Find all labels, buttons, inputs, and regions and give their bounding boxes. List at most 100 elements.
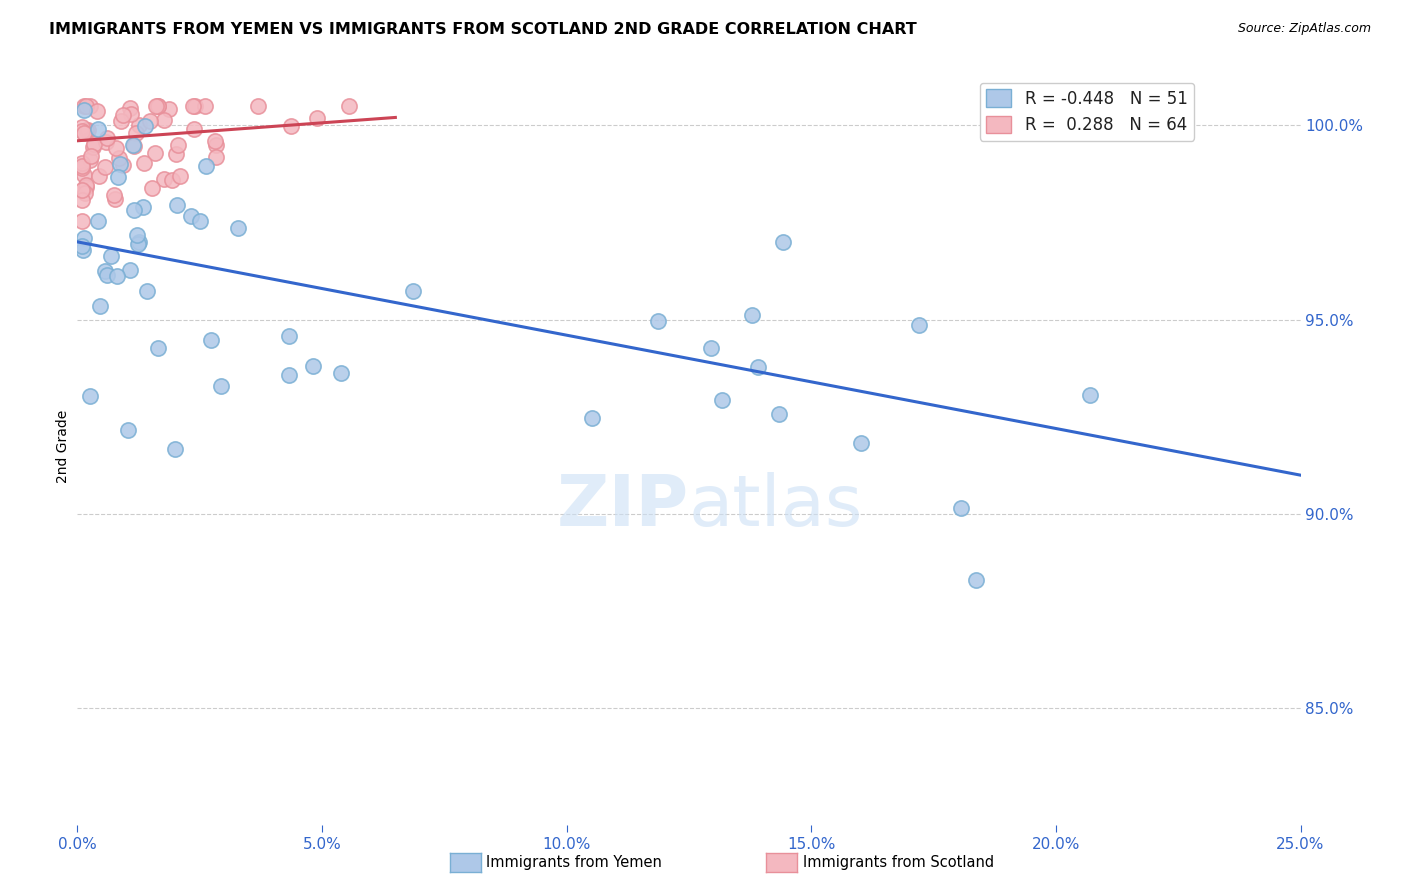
Point xyxy=(82,140,104,154)
Point xyxy=(112,158,135,172)
Point xyxy=(132,156,155,170)
Point xyxy=(157,103,180,117)
Point xyxy=(711,393,734,408)
Point xyxy=(128,235,150,249)
Point xyxy=(908,318,931,332)
Y-axis label: 2nd Grade: 2nd Grade xyxy=(56,409,70,483)
Point xyxy=(188,214,211,228)
Point xyxy=(699,342,721,356)
Point xyxy=(166,197,188,211)
Point xyxy=(70,124,93,138)
Point xyxy=(277,368,299,382)
Point xyxy=(124,203,146,218)
Point xyxy=(581,410,603,425)
Point xyxy=(183,122,205,136)
Point xyxy=(247,99,270,113)
Point xyxy=(73,231,96,245)
Point xyxy=(73,103,96,117)
Point xyxy=(73,168,96,182)
Point xyxy=(647,314,669,328)
Point xyxy=(146,341,169,355)
Point xyxy=(162,173,184,187)
Point xyxy=(79,389,101,403)
Point xyxy=(107,169,129,184)
Point xyxy=(280,119,302,133)
Point xyxy=(110,113,132,128)
Point xyxy=(96,268,118,283)
Point xyxy=(83,136,105,151)
Point xyxy=(89,299,111,313)
Point xyxy=(75,186,97,201)
Point xyxy=(141,181,163,195)
Point xyxy=(70,239,93,253)
Point xyxy=(204,134,226,148)
Point xyxy=(93,160,115,174)
Point xyxy=(108,157,131,171)
Point xyxy=(128,118,150,132)
Point xyxy=(200,334,222,348)
Point xyxy=(165,146,187,161)
Point xyxy=(195,159,218,173)
Point xyxy=(87,122,110,136)
Point xyxy=(146,99,169,113)
Point xyxy=(73,127,96,141)
Text: ZIP: ZIP xyxy=(557,472,689,541)
Point xyxy=(125,126,148,140)
Point xyxy=(153,113,176,128)
Point xyxy=(103,192,125,206)
Point xyxy=(134,119,156,133)
Point xyxy=(226,221,249,235)
Point xyxy=(768,407,790,421)
Point xyxy=(77,123,100,137)
Point xyxy=(205,138,228,153)
Point xyxy=(330,366,353,380)
Point xyxy=(79,153,101,167)
Text: atlas: atlas xyxy=(689,472,863,541)
Legend: R = -0.448   N = 51, R =  0.288   N = 64: R = -0.448 N = 51, R = 0.288 N = 64 xyxy=(980,83,1194,141)
Point xyxy=(127,236,149,251)
Point xyxy=(183,99,205,113)
Point xyxy=(118,101,141,115)
Point xyxy=(105,141,128,155)
Point xyxy=(107,268,129,283)
Point xyxy=(209,378,232,392)
Point xyxy=(125,228,148,243)
Point xyxy=(70,214,93,228)
Text: Source: ZipAtlas.com: Source: ZipAtlas.com xyxy=(1237,22,1371,36)
Point xyxy=(402,284,425,298)
Point xyxy=(75,123,97,137)
Point xyxy=(1078,388,1101,402)
Point xyxy=(75,180,97,194)
Point xyxy=(70,120,93,135)
Point xyxy=(94,135,117,149)
Point xyxy=(117,423,139,437)
Point xyxy=(131,200,153,214)
Point xyxy=(307,111,329,125)
Point xyxy=(146,99,169,113)
Point xyxy=(120,107,142,121)
Point xyxy=(122,139,145,153)
Point xyxy=(180,209,202,223)
Point xyxy=(747,360,769,375)
Point xyxy=(204,150,226,164)
Point xyxy=(120,263,142,277)
Point xyxy=(849,436,872,450)
Point xyxy=(145,99,167,113)
Point xyxy=(163,442,186,456)
Point xyxy=(965,573,987,587)
Point xyxy=(80,149,103,163)
Point xyxy=(278,328,301,343)
Point xyxy=(167,137,190,152)
Point xyxy=(741,308,763,322)
Point xyxy=(136,284,159,298)
Point xyxy=(86,214,108,228)
Point xyxy=(75,178,97,193)
Point xyxy=(70,183,93,197)
Point xyxy=(94,264,117,278)
Text: Immigrants from Scotland: Immigrants from Scotland xyxy=(803,855,994,870)
Point xyxy=(70,159,93,173)
Text: IMMIGRANTS FROM YEMEN VS IMMIGRANTS FROM SCOTLAND 2ND GRADE CORRELATION CHART: IMMIGRANTS FROM YEMEN VS IMMIGRANTS FROM… xyxy=(49,22,917,37)
Point xyxy=(100,249,122,263)
Point xyxy=(302,359,325,373)
Point xyxy=(143,145,166,160)
